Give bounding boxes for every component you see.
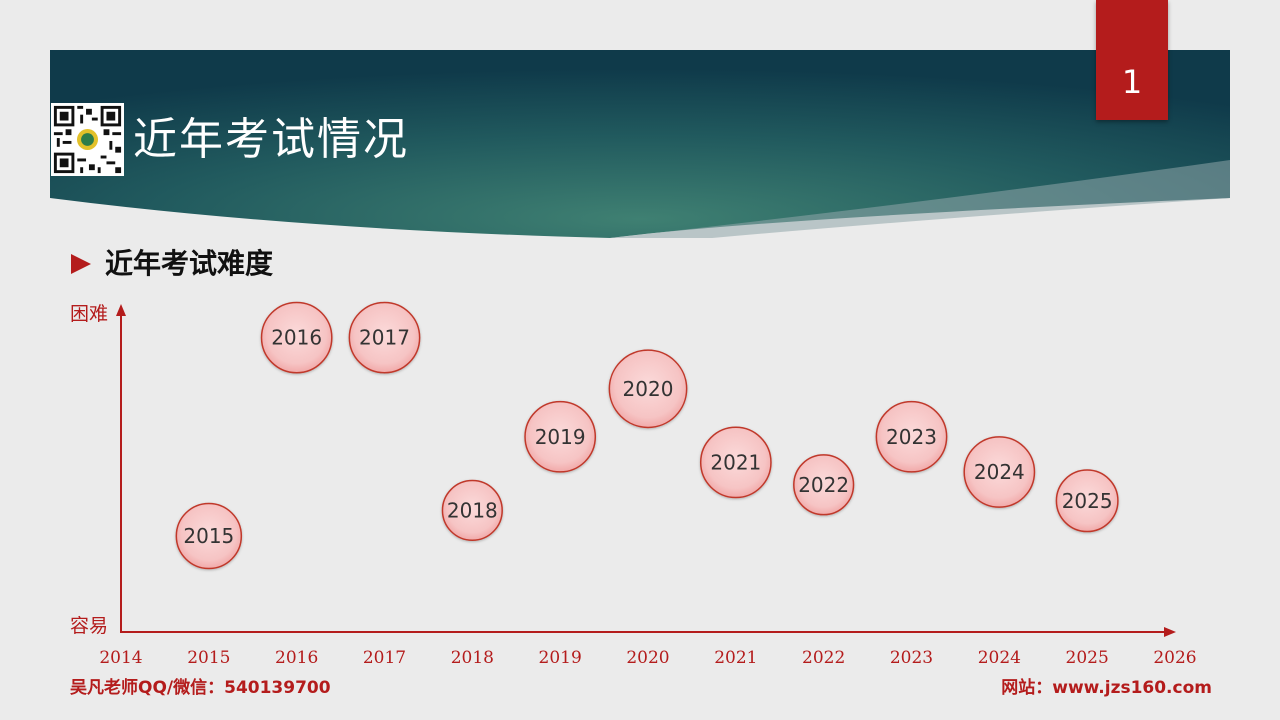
bubble-2023: 2023 (875, 400, 948, 473)
bubble-2022: 2022 (793, 454, 855, 516)
bubble-mark (793, 454, 855, 516)
x-tick-label: 2021 (714, 648, 757, 668)
bubble-label: 2023 (886, 425, 937, 449)
x-tick-label: 2018 (451, 648, 494, 668)
bubble-mark (441, 479, 503, 542)
bubble-label: 2018 (447, 498, 498, 522)
y-bottom-label: 容易 (70, 615, 108, 637)
bubbles: 2015 2016 2017 2018 2019 2020 2021 2022 2023 2024… (175, 301, 1119, 570)
x-tick-label: 2016 (275, 648, 318, 668)
x-tick-label: 2019 (539, 648, 582, 668)
bubble-2018: 2018 (441, 479, 503, 542)
bubble-2021: 2021 (699, 426, 772, 499)
bubble-label: 2021 (710, 450, 761, 474)
y-top-label: 困难 (70, 303, 108, 325)
page-number: 1 (1121, 63, 1143, 101)
qr-code-icon (51, 103, 124, 176)
footer-contact: 吴凡老师QQ/微信：540139700 (70, 678, 331, 698)
bubble-2019: 2019 (524, 400, 597, 473)
bubble-label: 2016 (271, 326, 322, 350)
x-tick-label: 2025 (1066, 648, 1109, 668)
bubble-label: 2024 (974, 460, 1025, 484)
bubble-2016: 2016 (260, 301, 333, 374)
bubble-mark (963, 436, 1036, 508)
page-number-tab: 1 (1096, 0, 1168, 120)
bubble-2024: 2024 (963, 436, 1036, 508)
x-tick-label: 2014 (99, 648, 142, 668)
x-tick-labels: 2014 2015 2016 2017 2018 2019 2020 2021 2022 2023… (99, 648, 1196, 668)
x-tick-label: 2026 (1153, 648, 1196, 668)
footer-website[interactable]: 网站：www.jzs160.com (1001, 678, 1212, 698)
bubble-mark (175, 502, 243, 570)
bubble-label: 2017 (359, 326, 410, 350)
bubble-label: 2019 (535, 425, 586, 449)
bubble-label: 2015 (183, 524, 234, 548)
section-subtitle: 近年考试难度 (105, 247, 274, 280)
x-tick-label: 2022 (802, 648, 845, 668)
x-tick-label: 2020 (626, 648, 669, 668)
triangle-bullet-icon (71, 254, 91, 274)
bubble-label: 2025 (1062, 489, 1113, 513)
bubble-mark (608, 349, 688, 429)
bubble-2025: 2025 (1055, 469, 1119, 533)
bubble-label: 2022 (798, 473, 849, 497)
x-tick-label: 2024 (978, 648, 1021, 668)
bubble-label: 2020 (623, 377, 674, 401)
bubble-mark (875, 400, 948, 473)
x-tick-label: 2017 (363, 648, 406, 668)
bubble-mark (1055, 469, 1119, 533)
x-tick-label: 2023 (890, 648, 933, 668)
header-banner (50, 50, 1230, 238)
x-axis-arrow (1164, 627, 1176, 637)
page-title: 近年考试情况 (133, 114, 409, 165)
bubble-mark (524, 400, 597, 473)
chart-axes: 困难 容易 (70, 303, 1176, 637)
bubble-mark (260, 301, 333, 374)
bubble-2015: 2015 (175, 502, 243, 570)
bubble-mark (348, 301, 421, 374)
bubble-mark (699, 426, 772, 499)
x-tick-label: 2015 (187, 648, 230, 668)
y-axis-arrow (116, 304, 126, 316)
bubble-2020: 2020 (608, 349, 688, 429)
bubble-2017: 2017 (348, 301, 421, 374)
